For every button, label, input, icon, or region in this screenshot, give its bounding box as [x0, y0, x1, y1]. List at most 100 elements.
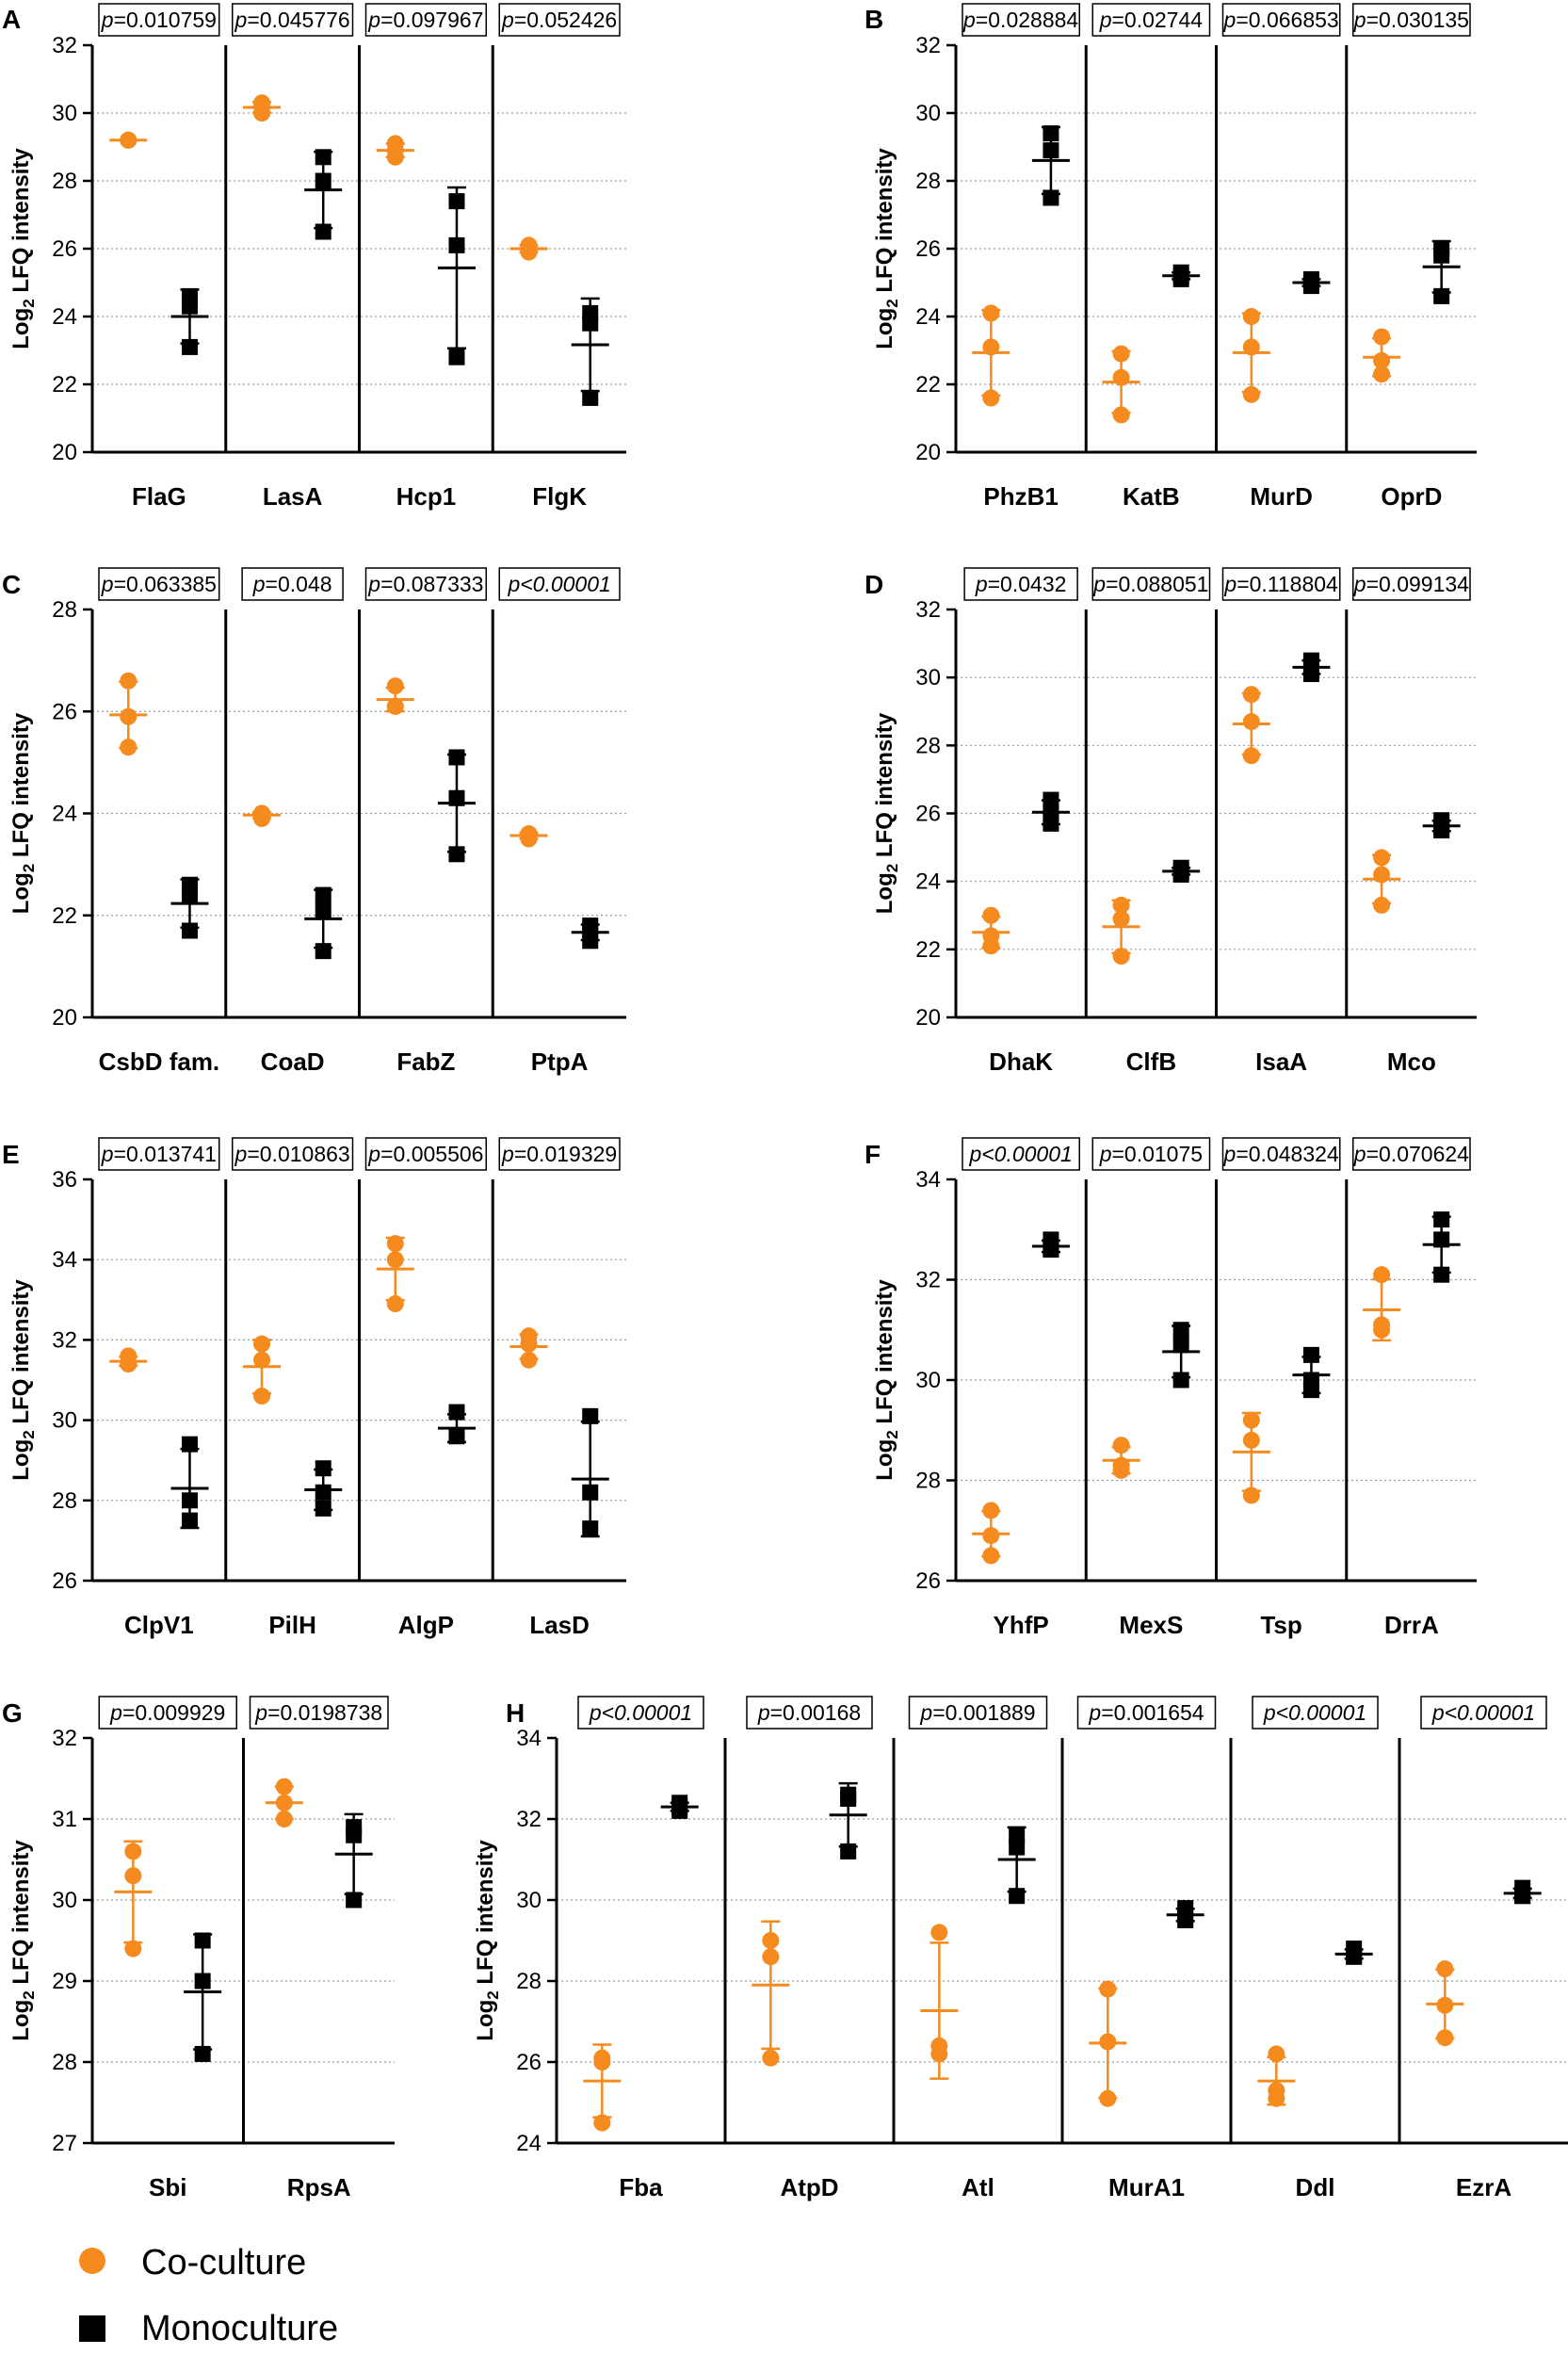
data-point-monoculture	[840, 1791, 857, 1807]
data-point-monoculture	[181, 1492, 198, 1509]
p-value-label: p=0.010863	[234, 1142, 350, 1166]
data-point-monoculture	[840, 1843, 857, 1860]
y-tick-label: 28	[52, 169, 77, 194]
data-point-monoculture	[181, 1436, 198, 1453]
data-point-coculture	[1242, 385, 1260, 403]
p-value-label: p=0.063385	[101, 572, 217, 596]
panel-letter: H	[506, 1698, 525, 1728]
data-point-coculture	[1242, 1431, 1260, 1449]
data-point-coculture	[1099, 1980, 1117, 1998]
y-tick-label: 32	[52, 1726, 77, 1751]
y-tick-label: 26	[915, 1568, 941, 1594]
data-point-coculture	[275, 1811, 293, 1827]
category-label: FlgK	[532, 482, 587, 511]
data-point-coculture	[520, 1335, 538, 1353]
data-point-coculture	[762, 1932, 780, 1949]
data-point-coculture	[1268, 2045, 1285, 2063]
data-point-coculture	[120, 131, 137, 149]
data-point-monoculture	[194, 2045, 211, 2062]
data-point-coculture	[982, 1502, 1000, 1519]
y-tick-label: 32	[52, 1327, 77, 1353]
p-value-label: p=0.001889	[919, 1700, 1035, 1725]
p-value-box	[1221, 567, 1341, 601]
panel-letter: C	[2, 570, 21, 599]
data-point-coculture	[1373, 365, 1391, 383]
data-point-monoculture	[181, 338, 198, 355]
p-value-label: p=0.066853	[1223, 8, 1339, 32]
data-point-monoculture	[582, 389, 599, 406]
data-point-monoculture	[1172, 1337, 1189, 1354]
p-value-label: p=0.005506	[367, 1142, 483, 1166]
p-value-box	[1420, 1696, 1547, 1730]
data-point-monoculture	[1514, 1888, 1531, 1905]
panel-a: A 20 22 24 26 28 30 32 Log2 LFQ intensity p=0.010…	[2, 3, 626, 511]
category-label: FabZ	[396, 1048, 455, 1076]
p-value-box	[908, 1696, 1048, 1730]
y-tick-label: 26	[52, 1568, 77, 1594]
data-point-monoculture	[315, 223, 331, 240]
category-label: Tsp	[1260, 1611, 1301, 1639]
data-point-monoculture	[448, 193, 465, 210]
p-value-box	[498, 1137, 621, 1171]
category-label: RpsA	[287, 2173, 351, 2201]
data-point-monoculture	[1043, 791, 1059, 808]
y-tick-label: 29	[52, 1969, 77, 1994]
category-label: YhfP	[994, 1611, 1049, 1639]
data-point-coculture	[120, 707, 137, 725]
p-value-label: p=0.048324	[1223, 1142, 1339, 1166]
y-tick-label: 30	[516, 1888, 542, 1913]
p-value-label: p=0.02744	[1099, 8, 1204, 32]
p-value-box	[746, 1696, 873, 1730]
data-point-coculture	[982, 906, 1000, 924]
data-point-monoculture	[1433, 247, 1450, 264]
p-value-label: p=0.009929	[109, 1700, 225, 1725]
y-tick-label: 34	[52, 1247, 77, 1273]
y-tick-label: 26	[915, 236, 941, 262]
category-label: Fba	[619, 2173, 663, 2201]
data-point-coculture	[120, 1355, 137, 1372]
data-point-monoculture	[181, 298, 198, 315]
data-point-monoculture	[1172, 1372, 1189, 1389]
category-label: CoaD	[261, 1048, 325, 1076]
data-point-monoculture	[194, 1932, 211, 1949]
p-value-label: p=0.070624	[1353, 1142, 1469, 1166]
data-point-coculture	[1242, 747, 1260, 765]
data-point-coculture	[386, 1251, 404, 1269]
data-point-coculture	[275, 1778, 293, 1795]
legend: Co-culture Monoculture	[79, 2243, 338, 2348]
y-tick-label: 22	[52, 903, 77, 929]
category-label: AtpD	[780, 2173, 838, 2201]
data-point-coculture	[275, 1794, 293, 1811]
p-value-box	[1091, 567, 1211, 601]
data-point-monoculture	[582, 1407, 599, 1424]
category-label: MurA1	[1108, 2173, 1185, 2201]
y-axis-label: Log2 LFQ intensity	[8, 1279, 38, 1481]
data-point-monoculture	[1172, 866, 1189, 883]
data-point-monoculture	[1009, 1888, 1026, 1905]
data-point-coculture	[1242, 338, 1260, 356]
data-point-coculture	[1242, 308, 1260, 325]
data-point-monoculture	[1009, 1827, 1026, 1843]
p-value-label: p=0.010759	[101, 8, 217, 32]
category-label: LasD	[529, 1611, 590, 1639]
y-tick-label: 28	[52, 1488, 77, 1514]
y-tick-label: 28	[915, 169, 941, 194]
data-point-monoculture	[194, 1973, 211, 1990]
data-point-monoculture	[181, 1512, 198, 1529]
p-value-box	[962, 3, 1080, 37]
y-tick-label: 30	[52, 1888, 77, 1913]
y-tick-label: 24	[52, 802, 77, 827]
y-tick-label: 22	[52, 372, 77, 398]
data-point-monoculture	[1433, 822, 1450, 839]
p-value-label: p=0.118804	[1223, 572, 1338, 596]
p-value-label: p=0.099134	[1353, 572, 1469, 596]
p-value-box	[364, 567, 487, 601]
data-point-monoculture	[1177, 1912, 1194, 1928]
p-value-box	[1252, 1696, 1379, 1730]
y-tick-label: 32	[915, 33, 941, 58]
p-value-label: p<0.00001	[507, 572, 610, 596]
panel-letter: D	[865, 570, 883, 599]
y-axis-label: Log2 LFQ intensity	[872, 148, 901, 349]
data-point-monoculture	[315, 901, 331, 918]
data-point-monoculture	[448, 349, 465, 365]
